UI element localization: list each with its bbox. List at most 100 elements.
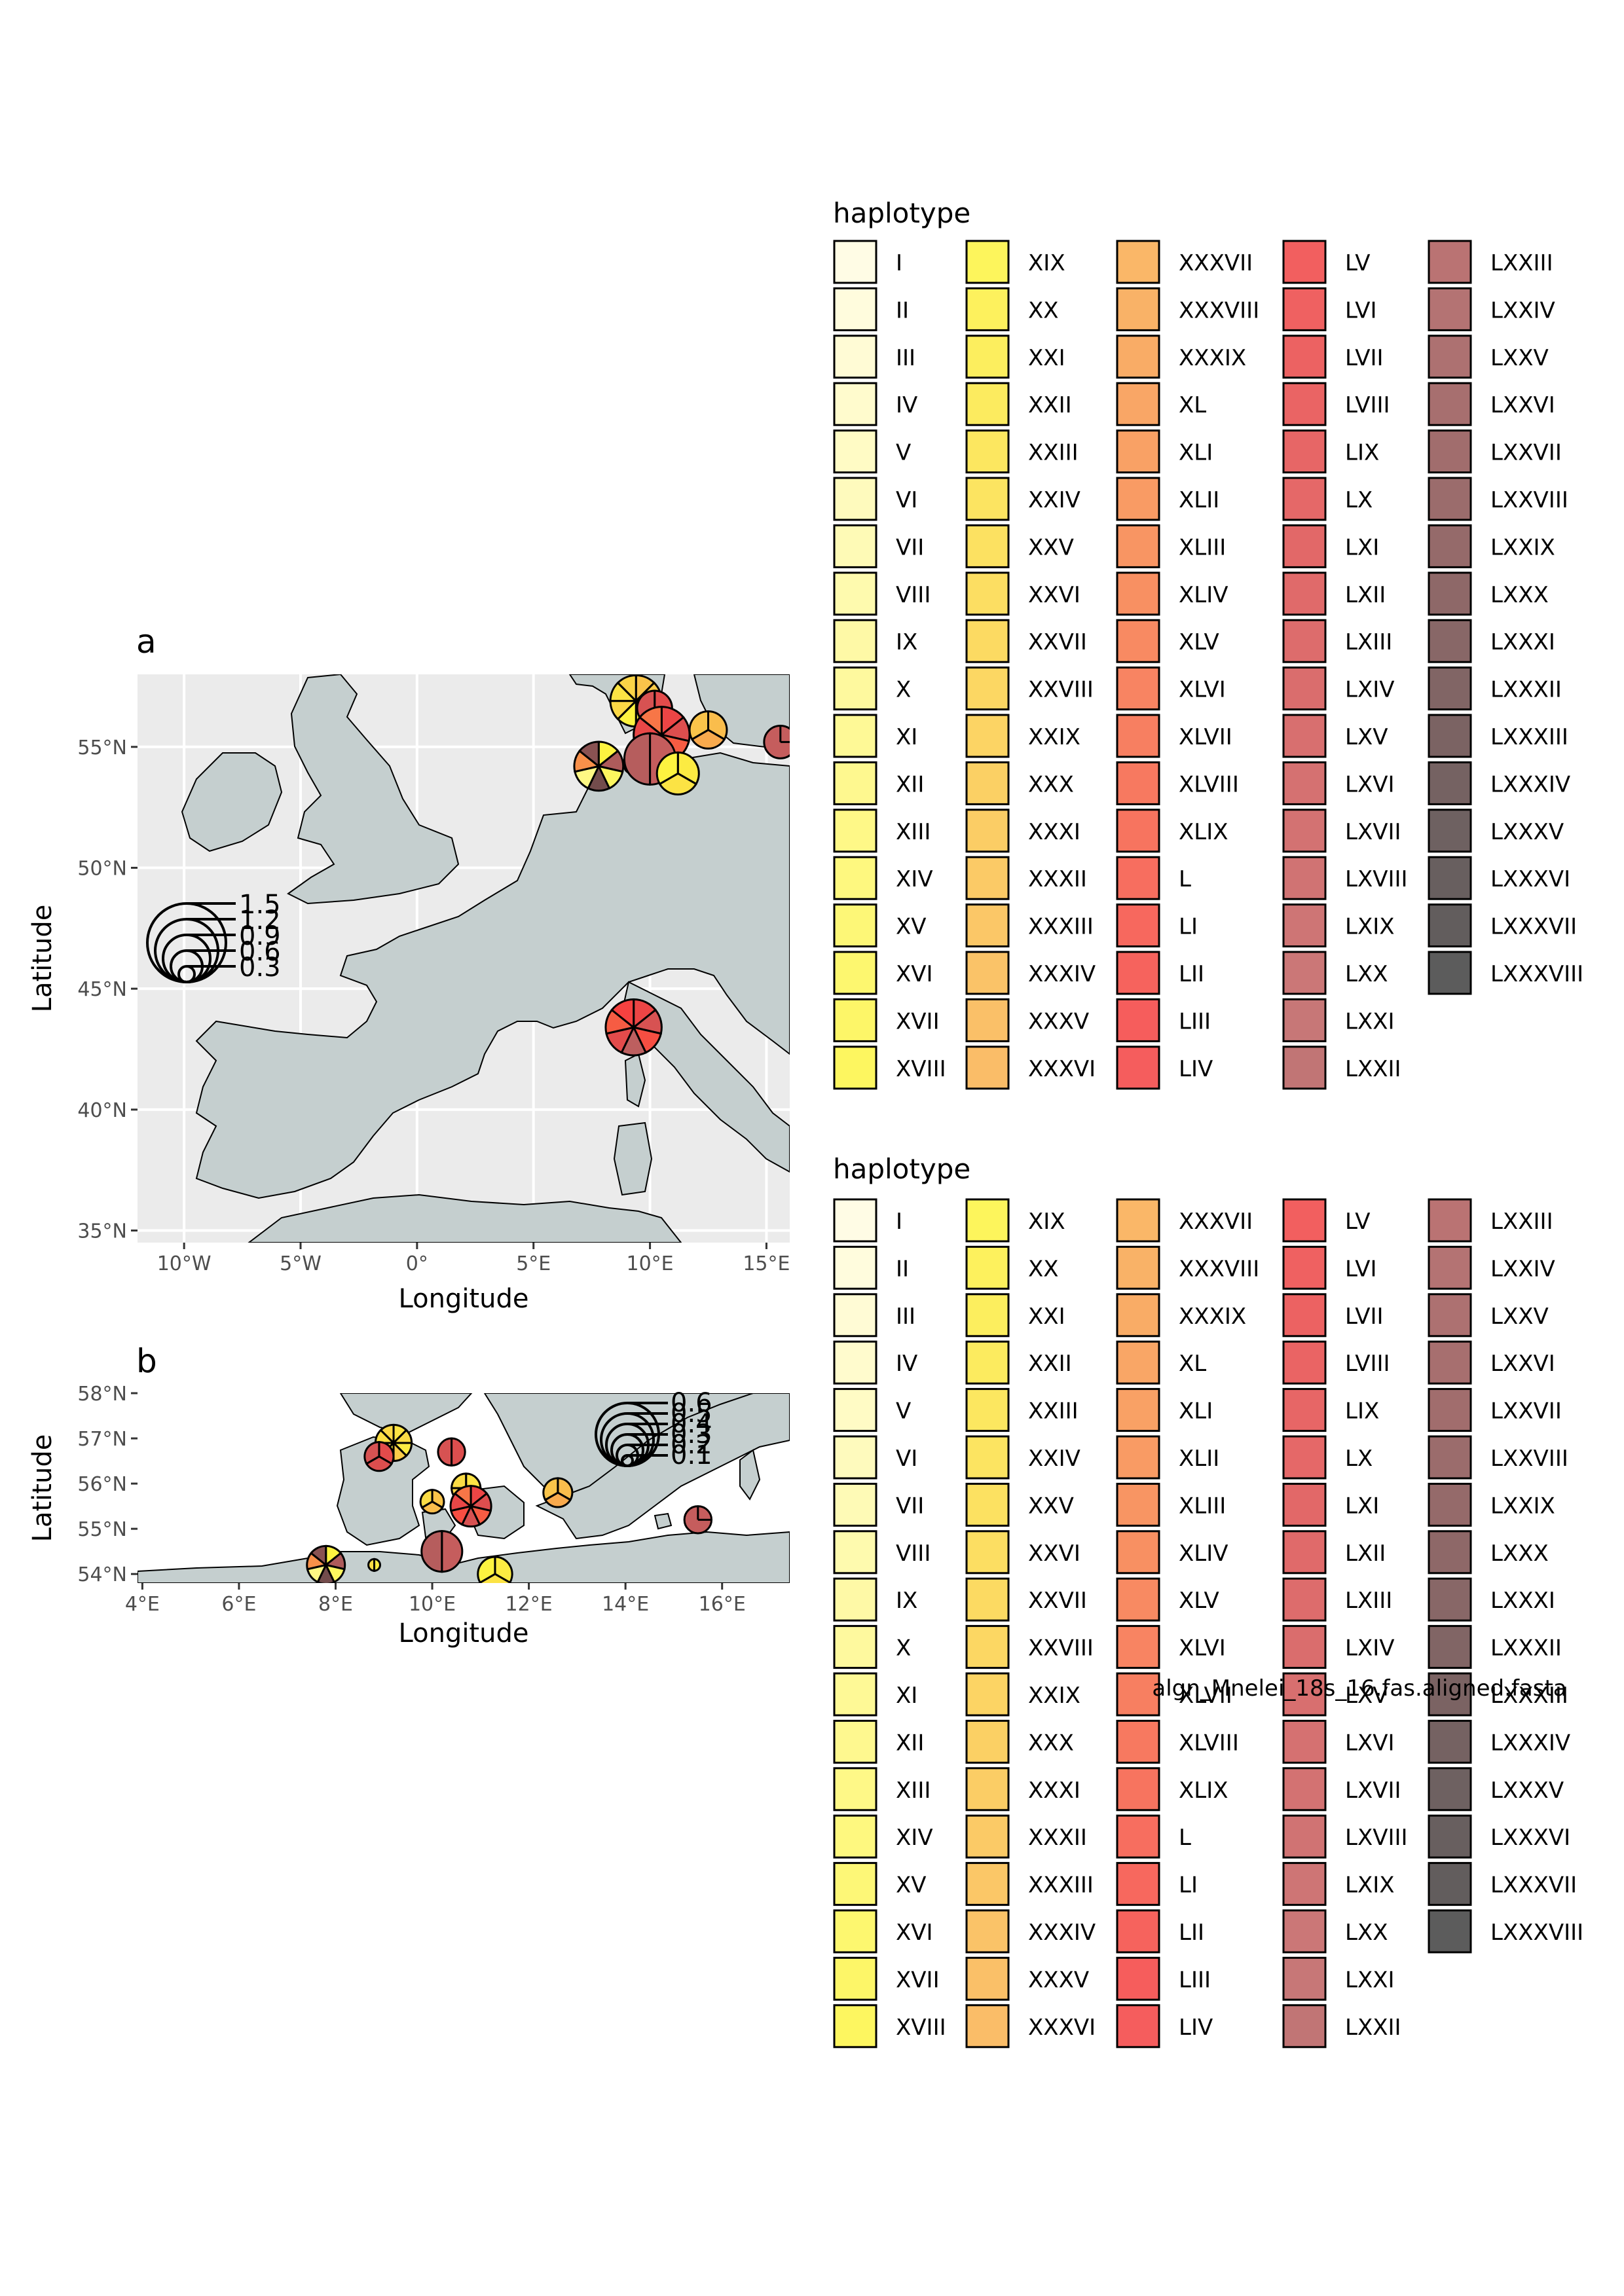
legend-key-lxxi xyxy=(1282,1956,1327,2001)
legend-label-li: LI xyxy=(1179,914,1198,940)
legend-label-xxxii: XXXII xyxy=(1028,1825,1087,1851)
size-legend-b-1: 0.6 xyxy=(671,1388,712,1418)
pie-slice xyxy=(379,1423,395,1446)
legend-label-xxv: XXV xyxy=(1028,1493,1074,1519)
pie-slice xyxy=(542,1477,559,1501)
legend-key-xxii xyxy=(965,1340,1010,1385)
legend-key-xiii xyxy=(833,1767,877,1812)
legend-key-xxviii xyxy=(965,666,1010,711)
pie-slice xyxy=(610,998,635,1030)
pie-marker xyxy=(449,1485,492,1528)
legend-key-xlii xyxy=(1116,477,1160,521)
legend-label-v: V xyxy=(896,1398,911,1425)
pie-marker xyxy=(542,1477,574,1508)
legend-1-title: haplotype xyxy=(833,197,970,229)
legend-key-vi xyxy=(833,1435,877,1480)
legend-label-xlix: XLIX xyxy=(1179,819,1228,845)
pie-slice xyxy=(638,706,663,737)
legend-key-iii xyxy=(833,335,877,379)
legend-key-xvi xyxy=(833,951,877,995)
legend-key-viii xyxy=(833,572,877,616)
legend-label-lxv: LXV xyxy=(1345,1683,1388,1709)
panel-a: a 10°W 5°W 0° 5°E 10°E 15°E 35°N 40°N 45°N 50°N 55… xyxy=(28,623,790,1314)
legend-key-vii xyxy=(833,1482,877,1527)
legend-label-xlvii: XLVII xyxy=(1179,1683,1232,1709)
y-tick-label: 50°N xyxy=(77,857,127,880)
legend-key-xxxiii xyxy=(965,1862,1010,1906)
size-legend-b-2: 0.5 xyxy=(671,1398,712,1429)
legend-key-xxix xyxy=(965,714,1010,758)
legend-key-lxxviii xyxy=(1428,477,1472,521)
legend-key-xix xyxy=(965,1198,1010,1243)
legend-label-xxxiv: XXXIV xyxy=(1028,1920,1096,1946)
legend-label-lxxviii: LXXVIII xyxy=(1490,487,1568,513)
size-legend-a-3: 0.9 xyxy=(239,921,281,951)
legend-label-xxxviii: XXXVIII xyxy=(1179,1256,1259,1282)
legend-label-iv: IV xyxy=(896,392,917,418)
legend-label-iii: III xyxy=(896,1303,915,1330)
legend-label-xlvi: XLVI xyxy=(1179,1635,1226,1662)
pie-marker xyxy=(573,740,625,792)
legend-label-lxxxii: LXXXII xyxy=(1490,677,1562,703)
x-tick-label: 5°E xyxy=(516,1252,551,1275)
pie-slice xyxy=(688,710,709,741)
y-tick-label: 54°N xyxy=(77,1563,127,1586)
legend-label-lviii: LVIII xyxy=(1345,392,1390,418)
legend-label-lxxiv: LXXIV xyxy=(1490,1256,1555,1282)
legend-key-lii xyxy=(1116,951,1160,995)
legend-label-lxxv: LXXV xyxy=(1490,1303,1549,1330)
x-tick-label: 8°E xyxy=(318,1593,353,1616)
legend-label-xlii: XLII xyxy=(1179,487,1219,513)
legend-label-viii: VIII xyxy=(896,1540,931,1567)
legend-key-xlix xyxy=(1116,809,1160,853)
legend-label-xxxi: XXXI xyxy=(1028,1777,1080,1804)
pie-slice xyxy=(309,1544,327,1567)
legend-key-lxv xyxy=(1282,1672,1327,1717)
legend-key-xx xyxy=(965,1245,1010,1290)
legend-label-xvii: XVII xyxy=(896,1967,940,1993)
legend-label-xxii: XXII xyxy=(1028,392,1072,418)
legend-label-xlv: XLV xyxy=(1179,1588,1219,1614)
legend-label-xxvii: XXVII xyxy=(1028,1588,1087,1614)
x-tick-label: 0° xyxy=(406,1252,428,1275)
legend-label-xxi: XXI xyxy=(1028,345,1065,371)
legend-key-iv xyxy=(833,382,877,426)
legend-key-lviii xyxy=(1282,382,1327,426)
legend-label-lxxix: LXXIX xyxy=(1490,1493,1555,1519)
legend-label-xxi: XXI xyxy=(1028,1303,1065,1330)
x-tick-label: 15°E xyxy=(743,1252,790,1275)
legend-label-lxxxv: LXXXV xyxy=(1490,819,1564,845)
legend-key-xxiii xyxy=(965,429,1010,474)
legend-key-lvi xyxy=(1282,1245,1327,1290)
legend-key-x xyxy=(833,1625,877,1669)
legend-key-xxxviii xyxy=(1116,1245,1160,1290)
legend-label-lvii: LVII xyxy=(1345,345,1384,371)
legend-key-liii xyxy=(1116,998,1160,1042)
legend-key-liv xyxy=(1116,1046,1160,1090)
x-tick-label: 10°W xyxy=(157,1252,212,1275)
legend-key-xxxiv xyxy=(965,1909,1010,1954)
legend-key-xi xyxy=(833,714,877,758)
y-tick-label: 56°N xyxy=(77,1473,127,1496)
size-legend-b-5: 0.2 xyxy=(671,1430,712,1460)
legend-label-x: X xyxy=(896,677,911,703)
legend-key-lxxi xyxy=(1282,998,1327,1042)
legend-label-lxxix: LXXIX xyxy=(1490,534,1555,560)
legend-key-liii xyxy=(1116,1956,1160,2001)
legend-label-lxxxii: LXXXII xyxy=(1490,1635,1562,1662)
legend-key-xxxvi xyxy=(965,1046,1010,1090)
legend-key-xlvi xyxy=(1116,666,1160,711)
legend-label-lxxxiii: LXXXIII xyxy=(1490,1683,1568,1709)
legend-label-i: I xyxy=(896,250,902,276)
pie-marker xyxy=(683,1505,713,1535)
legend-label-lxxi: LXXI xyxy=(1345,1008,1395,1034)
y-tick-label: 58°N xyxy=(77,1383,127,1406)
panel-a-axes: 10°W 5°W 0° 5°E 10°E 15°E 35°N 40°N 45°N 50°N 55°N xyxy=(77,737,790,1275)
legend-key-xxv xyxy=(965,1482,1010,1527)
legend-key-lx xyxy=(1282,477,1327,521)
legend-label-lxii: LXII xyxy=(1345,582,1386,608)
legend-key-ii xyxy=(833,1245,877,1290)
panel-b-pie-markers xyxy=(306,1423,713,1583)
legend-key-xxiv xyxy=(965,1435,1010,1480)
